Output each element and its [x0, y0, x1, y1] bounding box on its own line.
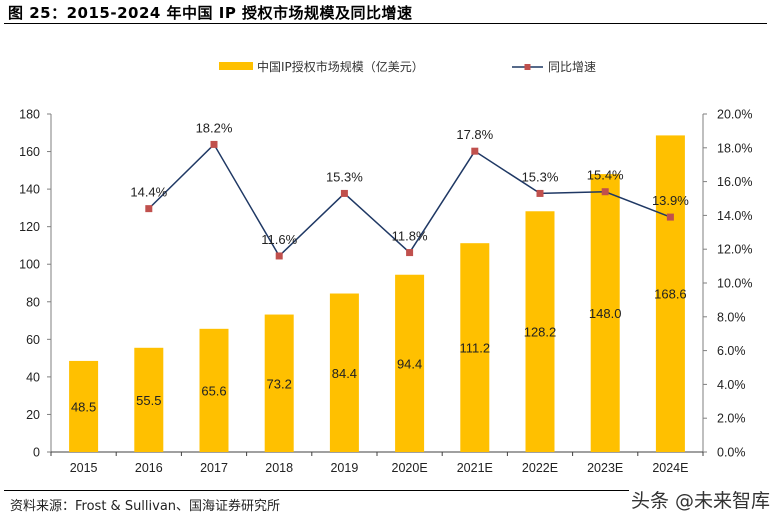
growth-value-label: 18.2%: [196, 120, 233, 135]
legend-swatch-bar: [219, 62, 253, 70]
x-tick-label: 2023E: [587, 461, 623, 475]
y-left-tick-label: 80: [26, 295, 40, 309]
y-left-tick-label: 60: [26, 333, 40, 347]
x-tick-label: 2022E: [522, 461, 558, 475]
legend: 中国IP授权市场规模（亿美元） 同比增速: [219, 59, 596, 74]
bar-labels: 48.5 55.5 65.6 73.2 84.4 94.4 111.2 128.2 148.0 1…: [71, 287, 687, 415]
y-left-tick-label: 180: [19, 108, 40, 122]
growth-marker: [471, 147, 479, 155]
growth-marker: [340, 189, 348, 197]
bar-value-label: 84.4: [332, 366, 357, 381]
footer-divider: [4, 490, 629, 491]
bar: [199, 328, 229, 452]
bar-value-label: 65.6: [201, 383, 226, 398]
growth-value-label: 13.9%: [652, 193, 689, 208]
y-right-tick-label: 14.0%: [717, 209, 752, 223]
growth-marker: [406, 249, 414, 257]
bar-value-label: 111.2: [459, 341, 490, 356]
legend-swatch-marker: [524, 64, 531, 70]
y-right-tick-label: 12.0%: [717, 243, 752, 257]
y-left-tick-label: 120: [19, 220, 40, 234]
y-right-tick-label: 0.0%: [717, 446, 746, 460]
growth-line: [145, 140, 674, 260]
growth-marker: [145, 205, 153, 213]
y-right-tick-label: 16.0%: [717, 175, 752, 189]
growth-marker: [210, 140, 218, 148]
growth-marker: [601, 188, 609, 196]
source-note: 资料来源：Frost & Sullivan、国海证券研究所: [10, 499, 281, 514]
growth-value-label: 15.3%: [326, 169, 363, 184]
figure-title: 图 25：2015-2024 年中国 IP 授权市场规模及同比增速: [8, 4, 413, 22]
y-right-tick-label: 4.0%: [717, 378, 746, 392]
bar: [329, 293, 359, 452]
y-left-tick-label: 40: [26, 370, 40, 384]
bar: [264, 314, 294, 452]
y-right-tick-label: 2.0%: [717, 412, 746, 426]
y-right-tick-label: 18.0%: [717, 141, 752, 155]
x-tick-label: 2021E: [457, 461, 493, 475]
bar: [134, 347, 164, 452]
growth-value-label: 14.4%: [130, 185, 167, 200]
legend-label-line: 同比增速: [548, 60, 596, 74]
title-divider: [4, 23, 767, 24]
bar-value-label: 73.2: [267, 376, 292, 391]
y-right-tick-label: 8.0%: [717, 310, 746, 324]
bar: [69, 360, 99, 452]
growth-marker: [666, 213, 674, 221]
bar-value-label: 128.2: [524, 325, 557, 340]
x-tick-label: 2019: [330, 461, 358, 475]
growth-value-label: 11.6%: [261, 232, 297, 247]
legend-label-bar: 中国IP授权市场规模（亿美元）: [257, 59, 424, 74]
x-tick-label: 2015: [70, 461, 98, 475]
bar: [395, 274, 425, 452]
y-left-tick-label: 140: [19, 183, 40, 197]
x-tick-label: 2017: [200, 461, 228, 475]
growth-value-label: 15.3%: [522, 169, 559, 184]
x-tick-label: 2016: [135, 461, 163, 475]
bar-value-label: 55.5: [136, 393, 161, 408]
bar: [590, 174, 620, 453]
y-right-tick-label: 6.0%: [717, 344, 746, 358]
bar-value-label: 148.0: [589, 306, 622, 321]
y-left-tick-label: 160: [19, 145, 40, 159]
bar-value-label: 168.6: [654, 287, 687, 302]
y-left-tick-label: 20: [26, 408, 40, 422]
bar: [525, 211, 555, 452]
y-left-tick-label: 0: [33, 446, 40, 460]
growth-value-label: 15.4%: [587, 168, 624, 183]
x-tick-label: 2024E: [652, 461, 688, 475]
y-right-tick-label: 10.0%: [717, 277, 752, 291]
x-axis-labels: 2015 2016 2017 2018 2019 2020E 2021E 2022E 2023E…: [70, 461, 689, 475]
x-tick-label: 2020E: [392, 461, 428, 475]
axes: 0 20 40 60 80 100 120 140 160 180 0.0% 2.0% 4.0% 6.0%…: [19, 108, 752, 460]
x-tick-label: 2018: [265, 461, 293, 475]
bar-value-label: 48.5: [71, 399, 96, 414]
watermark: 头条 @未来智库: [630, 490, 770, 512]
growth-value-label: 17.8%: [456, 127, 493, 142]
growth-value-label: 11.8%: [392, 229, 428, 244]
bar: [655, 135, 685, 452]
chart: 中国IP授权市场规模（亿美元） 同比增速 0 20 40 60 80 100 120 140 1…: [19, 59, 752, 475]
bar: [460, 243, 490, 452]
bars: [69, 135, 685, 453]
growth-marker: [275, 252, 283, 260]
growth-labels: 14.4% 18.2% 11.6% 15.3% 11.8% 17.8% 15.3% 15.4%…: [130, 120, 689, 247]
growth-marker: [536, 189, 544, 197]
y-left-tick-label: 100: [19, 258, 40, 272]
bar-value-label: 94.4: [397, 356, 422, 371]
y-right-tick-label: 20.0%: [717, 108, 752, 122]
